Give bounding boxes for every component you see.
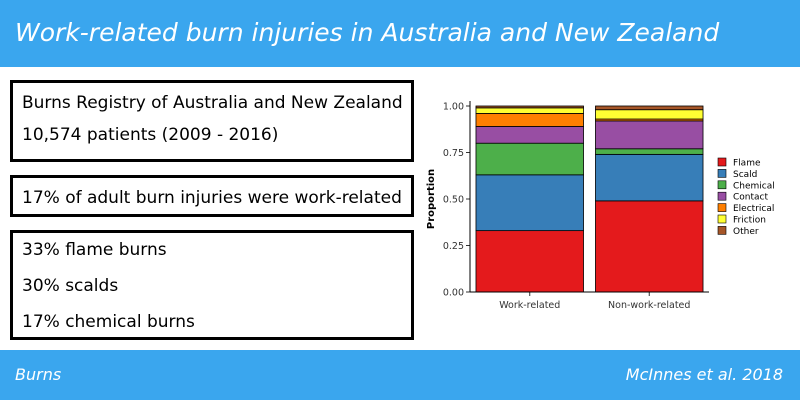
legend-label-electrical: Electrical [733,204,774,214]
legend-label-friction: Friction [733,216,766,226]
bar-segment-friction [595,109,704,120]
chemical-burns-text: 17% chemical burns [22,312,195,332]
work-related-proportion-text: 17% of adult burn injuries were work-rel… [22,188,402,208]
scalds-text: 30% scalds [22,276,119,296]
x-tick-label: Work-related [499,300,560,311]
flame-burns-text: 33% flame burns [22,240,167,260]
stacked-bar-chart: Proportion 0.00 0.25 0.50 0.75 1.00 Work-relat… [426,101,775,311]
registry-name: Burns Registry of Australia and New Zeal… [22,93,403,113]
patient-count: 10,574 patients (2009 - 2016) [22,125,279,145]
legend-swatch-flame [717,157,727,167]
bar-segment-other [595,105,704,111]
bar-segment-contact [595,120,704,150]
legend-label-scald: Scald [733,170,757,180]
registry-info-box: Burns Registry of Australia and New Zeal… [10,80,414,162]
y-tick-label: 0.50 [443,195,464,206]
y-tick-label: 0.75 [443,148,464,159]
bar-segment-electrical [475,113,584,127]
legend-label-flame: Flame [733,159,761,169]
bar-segment-chemical [475,142,584,176]
y-axis-title: Proportion [426,169,437,229]
y-tick-label: 0.00 [443,288,464,299]
legend-label-contact: Contact [733,193,768,203]
legend-label-other: Other [733,227,759,237]
bar-segment-contact [475,126,584,144]
bar-segment-chemical [595,148,704,155]
legend-label-chemical: Chemical [733,181,775,191]
legend-swatch-electrical [717,203,727,212]
bar-segment-other [475,105,584,109]
y-tick-label: 0.25 [443,241,464,252]
legend-swatch-scald [717,169,727,178]
citation: McInnes et al. 2018 [625,365,783,384]
burn-types-box: 33% flame burns 30% scalds 17% chemical … [10,230,414,340]
bar-segment-scald [475,174,584,232]
legend-swatch-friction [717,214,727,224]
legend-swatch-chemical [717,180,727,190]
x-tick-label: Non-work-related [608,300,690,311]
footer-banner: Burns McInnes et al. 2018 [0,350,800,400]
bar-segment-flame [475,230,584,293]
header-banner: Work-related burn injuries in Australia … [0,0,800,67]
bar-segment-flame [595,200,704,293]
journal-name: Burns [15,365,62,384]
y-tick-label: 1.00 [443,102,464,113]
page-title: Work-related burn injuries in Australia … [15,18,720,47]
bar-segment-scald [595,153,704,202]
work-related-proportion-box: 17% of adult burn injuries were work-rel… [10,175,414,217]
bar-segment-friction [475,107,584,114]
legend-swatch-contact [717,191,727,201]
legend-swatch-other [717,226,727,235]
